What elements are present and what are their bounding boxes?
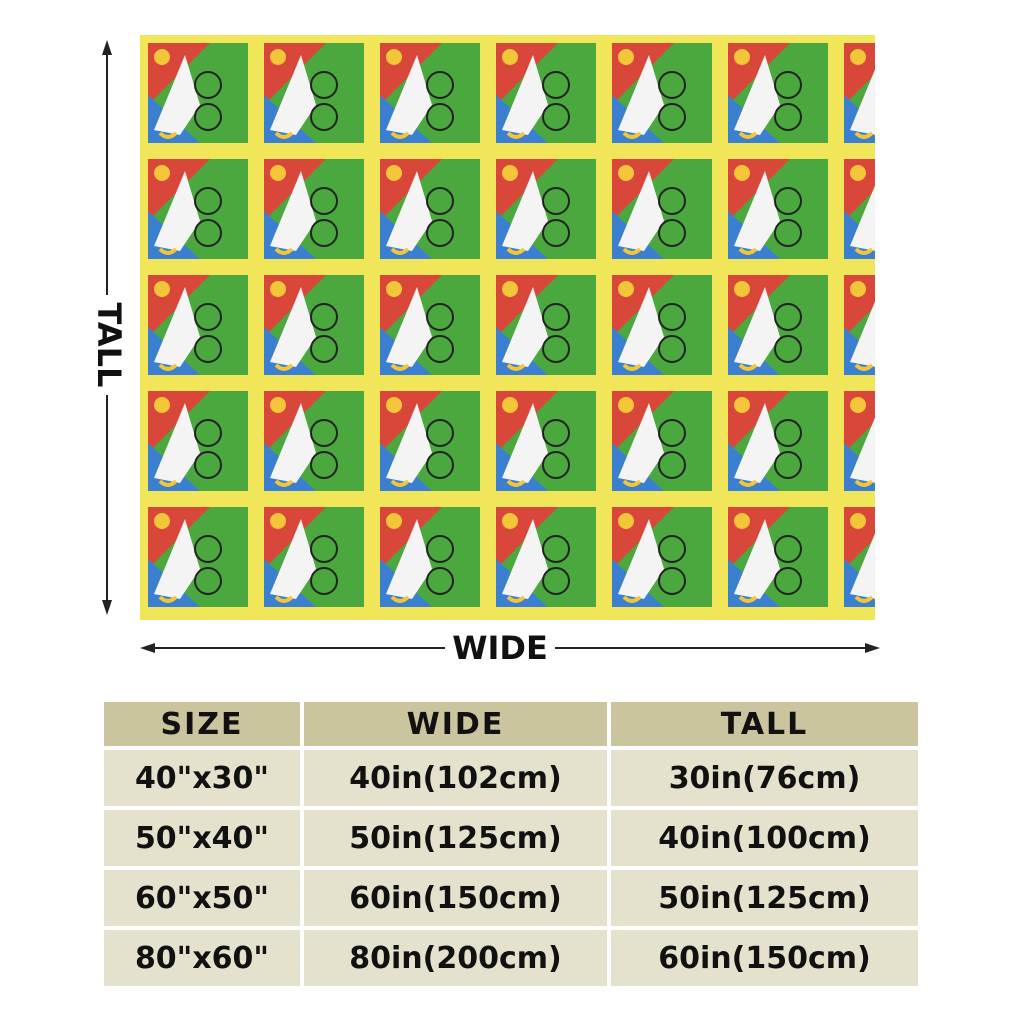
header-cell: SIZE xyxy=(104,702,300,746)
table-cell: 80"x60" xyxy=(104,930,300,986)
table-row: 50"x40" 50in(125cm) 40in(100cm) xyxy=(104,810,918,866)
table-cell: 40in(100cm) xyxy=(611,810,918,866)
blanket-illustration: TALL WIDE xyxy=(90,35,880,667)
table-cell: 60in(150cm) xyxy=(304,870,607,926)
table-cell: 50"x40" xyxy=(104,810,300,866)
table-cell: 80in(200cm) xyxy=(304,930,607,986)
table-cell: 50in(125cm) xyxy=(304,810,607,866)
tall-label: TALL xyxy=(90,303,128,388)
wide-label: WIDE xyxy=(452,629,548,667)
blanket xyxy=(140,35,875,620)
table-cell: 60in(150cm) xyxy=(611,930,918,986)
table-row: 40"x30" 40in(102cm) 30in(76cm) xyxy=(104,750,918,806)
header-cell: TALL xyxy=(611,702,918,746)
table-row: 80"x60" 80in(200cm) 60in(150cm) xyxy=(104,930,918,986)
header-row: SIZE WIDE TALL xyxy=(104,702,918,746)
table-cell: 50in(125cm) xyxy=(611,870,918,926)
header-cell: WIDE xyxy=(304,702,607,746)
table-cell: 30in(76cm) xyxy=(611,750,918,806)
table-cell: 60"x50" xyxy=(104,870,300,926)
size-table: SIZE WIDE TALL 40"x30" 40in(102cm) 30in(76cm)… xyxy=(100,698,922,990)
table-cell: 40in(102cm) xyxy=(304,750,607,806)
table-cell: 40"x30" xyxy=(104,750,300,806)
table-row: 60"x50" 60in(150cm) 50in(125cm) xyxy=(104,870,918,926)
